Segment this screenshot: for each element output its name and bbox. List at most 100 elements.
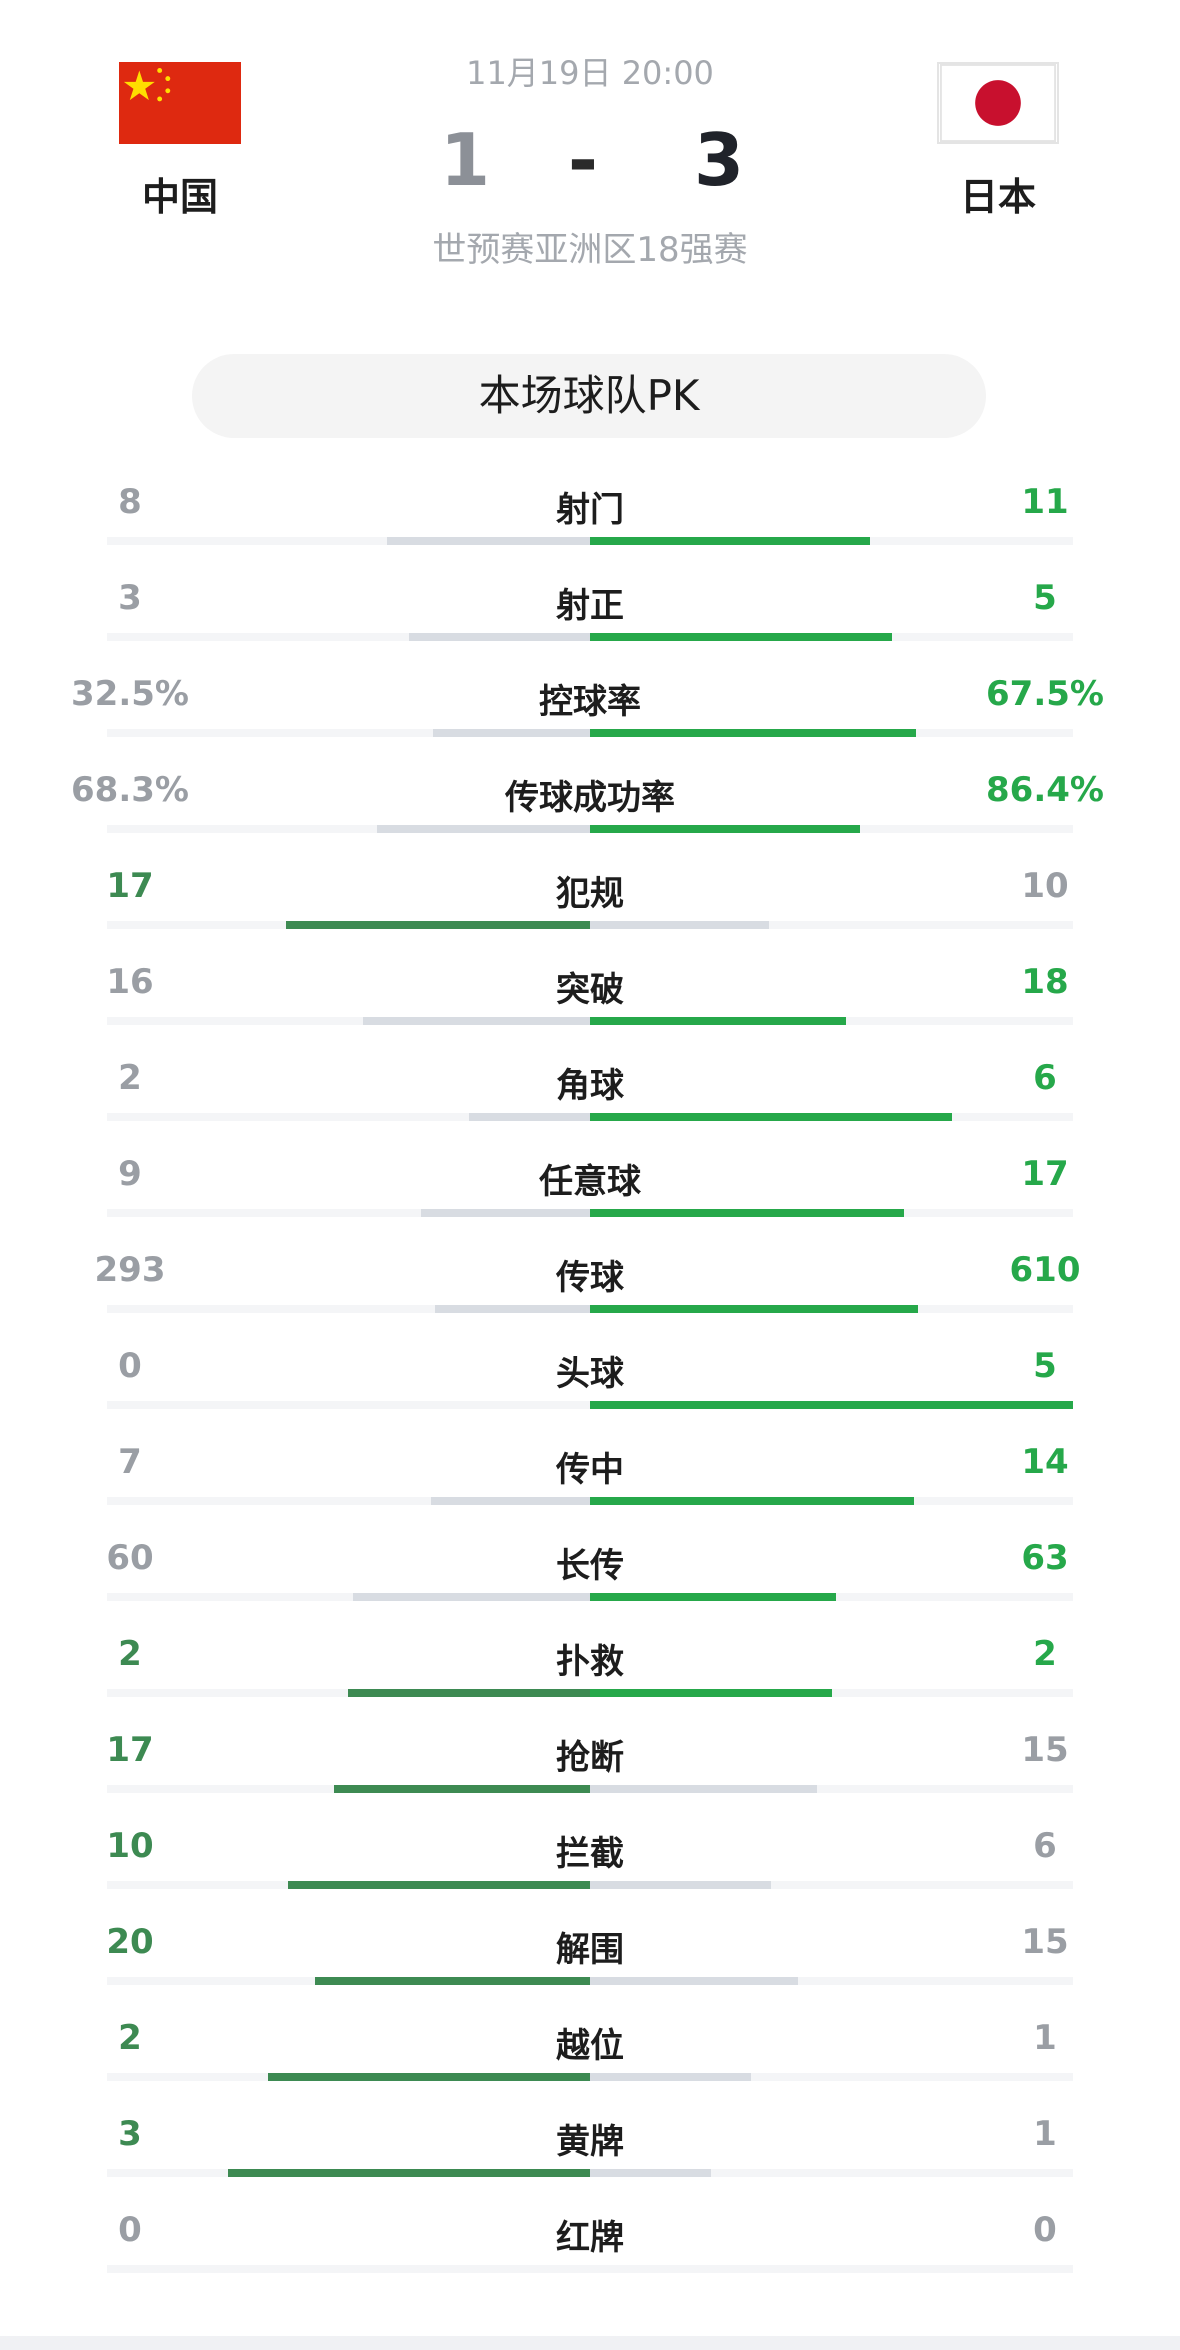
stat-label: 控球率 xyxy=(539,682,641,722)
stat-bar-track xyxy=(107,2169,1073,2177)
away-stat-bar xyxy=(590,1497,914,1505)
stat-bar-track xyxy=(107,1785,1073,1793)
away-score: 3 xyxy=(694,118,745,202)
stat-bar-track xyxy=(107,1689,1073,1697)
away-stat-value: 5 xyxy=(1033,578,1057,618)
home-stat-value: 7 xyxy=(118,1442,142,1482)
score-separator: - xyxy=(568,118,598,202)
home-stat-bar xyxy=(469,1113,590,1121)
away-stat-bar xyxy=(590,1977,798,1985)
away-team[interactable]: 日本 xyxy=(908,62,1088,221)
stat-row: 293 传球 610 xyxy=(0,1238,1180,1334)
stat-row: 0 头球 5 xyxy=(0,1334,1180,1430)
away-stat-value: 0 xyxy=(1033,2210,1057,2250)
stat-label: 角球 xyxy=(556,1066,624,1106)
stat-bar-track xyxy=(107,2265,1073,2273)
away-stat-bar xyxy=(590,633,892,641)
stat-row: 8 射门 11 xyxy=(0,470,1180,566)
stat-bar-track xyxy=(107,825,1073,833)
away-stat-bar xyxy=(590,825,860,833)
stat-row: 20 解围 15 xyxy=(0,1910,1180,2006)
away-stat-bar xyxy=(590,1401,1073,1409)
away-stat-bar xyxy=(590,1881,771,1889)
stat-label: 犯规 xyxy=(556,874,624,914)
home-stat-value: 2 xyxy=(118,1058,142,1098)
stat-label: 拦截 xyxy=(556,1834,624,1874)
away-stat-value: 610 xyxy=(1009,1250,1081,1290)
home-stat-bar xyxy=(286,921,590,929)
stat-row: 2 扑救 2 xyxy=(0,1622,1180,1718)
stat-row: 16 突破 18 xyxy=(0,950,1180,1046)
stat-label: 越位 xyxy=(556,2026,624,2066)
away-stat-value: 11 xyxy=(1021,482,1069,522)
away-stat-bar xyxy=(590,537,870,545)
stat-label: 突破 xyxy=(556,970,624,1010)
home-stat-value: 32.5% xyxy=(71,674,189,714)
home-stat-bar xyxy=(433,729,590,737)
home-stat-value: 2 xyxy=(118,1634,142,1674)
away-stat-value: 67.5% xyxy=(986,674,1104,714)
home-stat-value: 0 xyxy=(118,2210,142,2250)
away-stat-value: 86.4% xyxy=(986,770,1104,810)
home-stat-bar xyxy=(315,1977,590,1985)
stat-row: 32.5% 控球率 67.5% xyxy=(0,662,1180,758)
away-stat-bar xyxy=(590,1017,846,1025)
stat-label: 抢断 xyxy=(556,1738,624,1778)
competition-name: 世预赛亚洲区18强赛 xyxy=(432,230,748,270)
home-stat-value: 16 xyxy=(106,962,154,1002)
home-stat-value: 8 xyxy=(118,482,142,522)
stat-label: 长传 xyxy=(556,1546,624,1586)
home-stat-value: 9 xyxy=(118,1154,142,1194)
stat-row: 60 长传 63 xyxy=(0,1526,1180,1622)
home-stat-value: 3 xyxy=(118,578,142,618)
away-stat-bar xyxy=(590,1113,952,1121)
stat-bar-track xyxy=(107,633,1073,641)
stat-bar-track xyxy=(107,1401,1073,1409)
away-stat-bar xyxy=(590,1785,817,1793)
stat-label: 任意球 xyxy=(539,1162,641,1202)
stat-bar-track xyxy=(107,729,1073,737)
home-stat-value: 2 xyxy=(118,2018,142,2058)
away-stat-value: 2 xyxy=(1033,1634,1057,1674)
away-stat-value: 14 xyxy=(1021,1442,1069,1482)
away-stat-value: 5 xyxy=(1033,1346,1057,1386)
away-stat-value: 15 xyxy=(1021,1730,1069,1770)
away-stat-value: 17 xyxy=(1021,1154,1069,1194)
home-stat-bar xyxy=(421,1209,590,1217)
stat-bar-track xyxy=(107,1209,1073,1217)
home-stat-value: 17 xyxy=(106,1730,154,1770)
japan-flag-icon xyxy=(937,62,1059,144)
stat-row: 2 角球 6 xyxy=(0,1046,1180,1142)
home-stat-value: 20 xyxy=(106,1922,154,1962)
away-stat-bar xyxy=(590,2169,711,2177)
home-stat-bar xyxy=(288,1881,590,1889)
stat-bar-track xyxy=(107,1113,1073,1121)
stat-row: 2 越位 1 xyxy=(0,2006,1180,2102)
home-stat-value: 68.3% xyxy=(71,770,189,810)
away-stat-bar xyxy=(590,729,916,737)
away-stat-bar xyxy=(590,1305,918,1313)
home-stat-value: 0 xyxy=(118,1346,142,1386)
away-stat-value: 15 xyxy=(1021,1922,1069,1962)
stat-bar-track xyxy=(107,1305,1073,1313)
away-stat-bar xyxy=(590,1209,904,1217)
stat-bar-track xyxy=(107,1017,1073,1025)
team-pk-banner: 本场球队PK xyxy=(192,354,986,438)
home-stat-value: 17 xyxy=(106,866,154,906)
home-stat-bar xyxy=(431,1497,590,1505)
home-stat-bar xyxy=(228,2169,590,2177)
stat-row: 0 红牌 0 xyxy=(0,2198,1180,2294)
away-stat-value: 6 xyxy=(1033,1826,1057,1866)
bottom-divider xyxy=(0,2336,1180,2350)
stat-bar-track xyxy=(107,921,1073,929)
stat-row: 3 射正 5 xyxy=(0,566,1180,662)
stat-row: 68.3% 传球成功率 86.4% xyxy=(0,758,1180,854)
away-stat-bar xyxy=(590,1689,832,1697)
stat-bar-track xyxy=(107,2073,1073,2081)
stat-label: 头球 xyxy=(556,1354,624,1394)
match-datetime: 11月19日 20:00 xyxy=(466,54,714,92)
stat-row: 17 抢断 15 xyxy=(0,1718,1180,1814)
home-team[interactable]: 中国 xyxy=(90,62,270,221)
home-stat-bar xyxy=(387,537,590,545)
home-stat-bar xyxy=(435,1305,590,1313)
